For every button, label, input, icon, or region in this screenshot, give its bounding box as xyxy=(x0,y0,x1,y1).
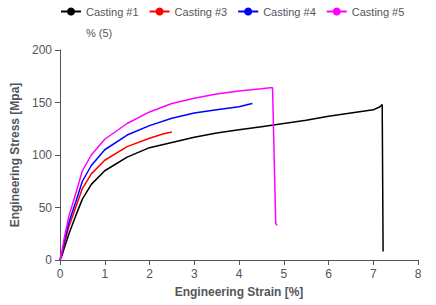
svg-text:Engineering Stress [Mpa]: Engineering Stress [Mpa] xyxy=(8,83,22,228)
svg-text:6: 6 xyxy=(325,267,332,281)
svg-text:3: 3 xyxy=(191,267,198,281)
svg-text:1: 1 xyxy=(101,267,108,281)
svg-text:0: 0 xyxy=(57,267,64,281)
svg-text:Casting #1: Casting #1 xyxy=(86,6,139,18)
svg-text:Casting #5: Casting #5 xyxy=(352,6,405,18)
svg-text:Casting #3: Casting #3 xyxy=(175,6,228,18)
svg-text:2: 2 xyxy=(146,267,153,281)
svg-text:4: 4 xyxy=(236,267,243,281)
svg-text:0: 0 xyxy=(45,253,52,267)
svg-text:50: 50 xyxy=(39,201,53,215)
svg-text:5: 5 xyxy=(280,267,287,281)
svg-text:% (5): % (5) xyxy=(86,27,112,39)
svg-text:100: 100 xyxy=(32,148,52,162)
svg-text:200: 200 xyxy=(32,43,52,57)
svg-text:150: 150 xyxy=(32,96,52,110)
svg-text:Engineering Strain [%]: Engineering Strain [%] xyxy=(175,285,304,299)
svg-text:7: 7 xyxy=(370,267,377,281)
svg-text:Casting #4: Casting #4 xyxy=(263,6,316,18)
svg-text:8: 8 xyxy=(415,267,422,281)
